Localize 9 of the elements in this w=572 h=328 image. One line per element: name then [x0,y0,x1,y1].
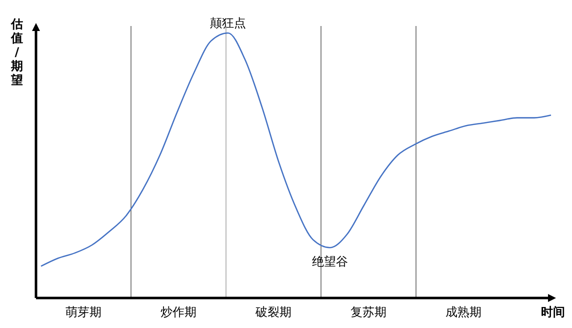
text: 炒作期 [160,305,196,319]
text: 破裂期 [254,305,292,319]
text: 复苏期 [350,305,386,319]
x-axis-title: 时间 [541,305,565,319]
annotation: 颠狂点 [210,16,246,30]
y-axis-title: 估值/期望 [10,17,23,87]
annotation: 绝望谷 [312,254,348,269]
text: 成熟期 [446,305,482,319]
text: 萌芽期 [66,305,102,319]
